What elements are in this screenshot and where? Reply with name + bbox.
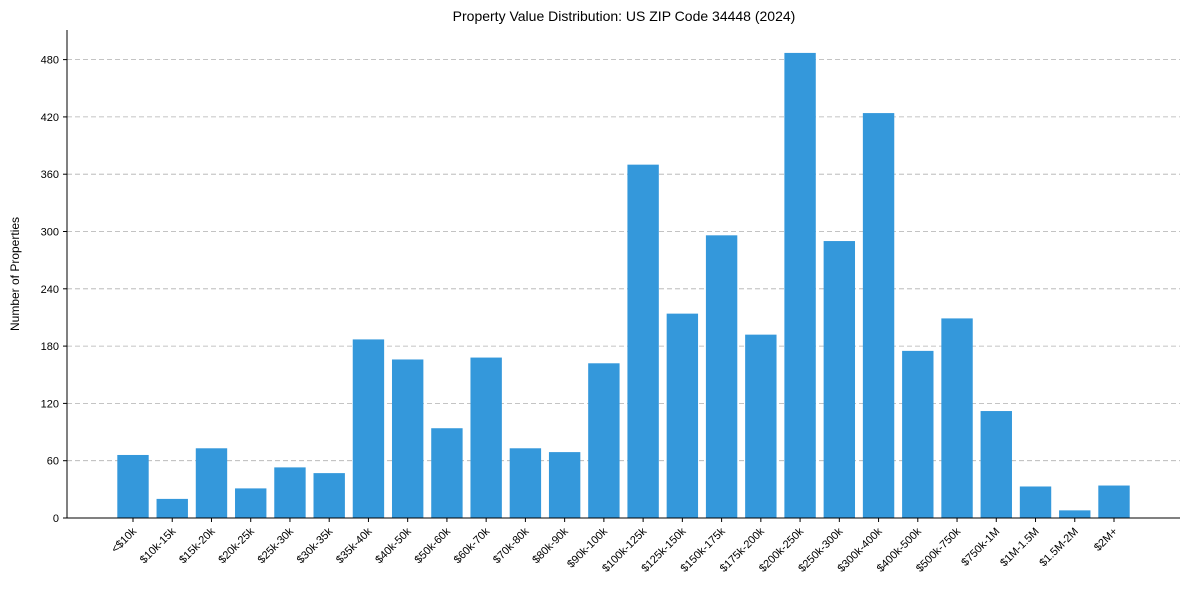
bar [588,363,620,518]
bar [431,428,463,518]
y-tick-label: 240 [41,284,59,296]
x-tick-label: $35k-40k [334,525,375,566]
axes [66,30,1180,519]
y-tick-label: 360 [41,169,59,181]
bar [1019,486,1052,518]
y-tick-label: 300 [41,227,59,239]
bar [235,488,267,518]
bar [117,454,149,518]
bar [980,411,1012,518]
y-tick-label: 480 [41,55,59,67]
x-tick-label: $80k-90k [530,525,571,566]
x-tick-label: $60k-70k [452,525,493,566]
x-tick-label: $1M-1.5M [998,526,1042,570]
bar [823,241,856,518]
x-tick-label: $50k-60k [413,525,454,566]
x-tick-label: $15k-20k [177,525,218,566]
x-tick-label: $750k-1M [959,526,1002,569]
x-tick-label: $2M+ [1092,526,1120,554]
x-ticks: <$10k$10k-15k$15k-20k$20k-25k$25k-30k$30… [109,518,1120,575]
bar [195,448,228,518]
bar [784,52,816,518]
grid-lines [67,59,1180,462]
bar [902,350,934,518]
bar [274,467,306,518]
bar [666,313,699,518]
bar [705,235,738,519]
bar [156,498,188,518]
bar [313,473,345,518]
bar [470,357,502,518]
x-tick-label: $30k-35k [295,525,336,566]
bar [1059,510,1091,518]
y-tick-label: 420 [41,112,59,124]
bar [509,448,542,518]
x-tick-label: $70k-80k [491,525,532,566]
bar [862,113,895,518]
x-tick-label: $40k-50k [373,525,414,566]
bar [352,339,385,518]
y-tick-label: 120 [41,398,59,410]
x-tick-label: $1.5M-2M [1037,526,1081,570]
bar [1098,485,1130,518]
bar [941,318,973,518]
bar [391,359,424,518]
bar [745,334,777,518]
y-tick-label: 60 [47,456,59,468]
y-tick-label: 180 [41,341,59,353]
y-axis-label: Number of Properties [8,217,22,331]
y-tick-label: 0 [53,513,59,525]
x-tick-label: $25k-30k [256,525,297,566]
bar [548,452,581,518]
chart-title: Property Value Distribution: US ZIP Code… [453,8,796,24]
x-tick-label: $10k-15k [138,525,179,566]
y-ticks: 0 60 120 180 240 300 360 420 480 [41,55,67,525]
x-tick-label: $20k-25k [216,525,257,566]
bar [627,164,659,518]
bars [117,52,1130,519]
x-tick-label: <$10k [109,525,139,555]
